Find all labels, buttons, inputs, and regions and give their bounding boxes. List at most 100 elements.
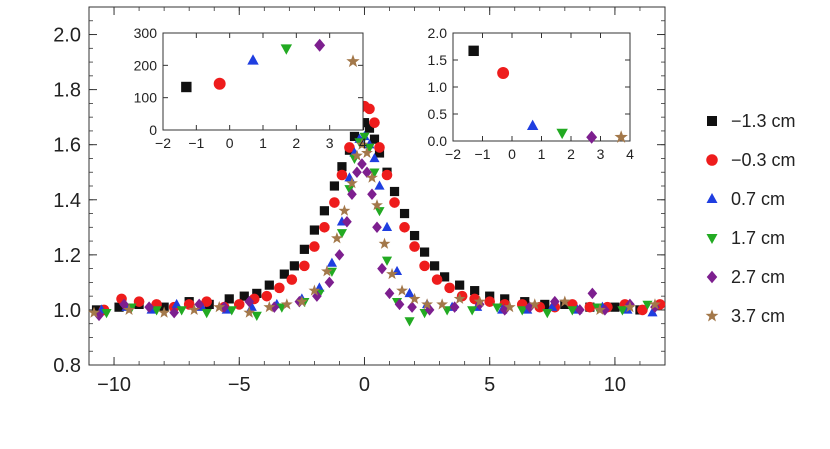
data-point: [188, 303, 201, 315]
data-point: [366, 171, 378, 183]
y-tick-label: 0.5: [428, 106, 448, 122]
data-point: [252, 288, 262, 298]
data-point: [194, 298, 205, 311]
data-point: [356, 138, 368, 150]
x-tick-label: 3: [597, 146, 605, 162]
data-point: [374, 207, 385, 217]
data-point: [357, 158, 367, 170]
data-point: [444, 282, 455, 294]
data-point: [344, 185, 355, 195]
data-point: [279, 269, 289, 279]
data-point: [409, 241, 420, 252]
data-point: [329, 197, 340, 208]
data-point: [201, 296, 212, 307]
data-point: [386, 267, 398, 280]
data-point: [349, 131, 360, 142]
legend: −1.3 cm −0.3 cm 0.7 cm 1.7 cm 2.7 cm 3.7 cm: [705, 111, 796, 326]
legend-marker: [706, 270, 718, 284]
data-point: [321, 265, 333, 277]
data-point: [351, 149, 363, 161]
x-tick-label: −1: [188, 135, 204, 151]
y-tick-label: 1.5: [428, 52, 448, 68]
data-point: [408, 292, 421, 304]
y-tick-label: 0: [149, 122, 157, 138]
data-point: [362, 166, 372, 178]
inset-counts-ticks: −2 −1 0 1 2 3 4 0.0 0.5 1.0 1.5 2.0: [428, 25, 635, 162]
data-point: [326, 257, 337, 267]
legend-label: −0.3 cm: [731, 150, 796, 170]
y-tick-label: 1.2: [53, 245, 81, 267]
y-tick-label: 200: [134, 57, 158, 73]
y-tick-label: 300: [134, 25, 158, 41]
x-tick-label: −1: [475, 146, 491, 162]
inset-sigma-frame: [162, 32, 364, 131]
inset-sigma-point: [247, 54, 259, 65]
series-3-7-cm: [88, 138, 661, 318]
legend-label: −1.3 cm: [731, 111, 796, 131]
data-point: [151, 306, 162, 316]
data-point: [394, 298, 405, 311]
inset-counts-frame: [452, 32, 631, 142]
data-point: [484, 296, 495, 307]
legend-item-m0-3-cm: −0.3 cm: [706, 150, 796, 170]
data-point: [308, 284, 321, 296]
data-point: [440, 272, 450, 282]
data-point: [347, 188, 357, 201]
data-point: [547, 301, 558, 311]
data-point: [419, 260, 430, 272]
data-point: [312, 290, 322, 302]
data-point: [424, 304, 435, 316]
data-point: [319, 222, 330, 233]
data-point: [500, 294, 510, 304]
data-point: [309, 225, 319, 235]
data-point: [404, 287, 415, 298]
data-point: [176, 306, 187, 316]
data-point: [337, 162, 347, 172]
data-point: [171, 298, 182, 309]
data-point: [329, 181, 340, 191]
inset-counts-point: [614, 130, 628, 143]
data-point: [342, 216, 352, 228]
data-point: [289, 261, 299, 271]
data-point: [324, 276, 335, 289]
data-point: [374, 142, 385, 153]
data-point: [449, 301, 460, 313]
data-point: [201, 308, 212, 319]
data-point: [334, 249, 345, 261]
data-point: [371, 199, 383, 211]
data-point: [158, 306, 171, 318]
data-point: [261, 290, 273, 302]
data-point: [560, 299, 570, 310]
data-point: [372, 221, 382, 234]
legend-item-3-7-cm: 3.7 cm: [705, 306, 785, 326]
data-point: [381, 221, 393, 231]
data-point: [431, 274, 443, 285]
legend-marker: [706, 154, 718, 166]
y-tick-label: 2.0: [428, 25, 448, 41]
data-point: [567, 306, 578, 316]
data-point: [453, 292, 466, 304]
legend-marker: [707, 116, 717, 126]
data-point: [528, 298, 541, 310]
data-point: [374, 180, 385, 190]
inset-sigma-ticks: −2 −1 0 1 2 3 4 0 100 200 300: [134, 25, 367, 151]
data-point: [404, 317, 415, 327]
data-point: [381, 256, 393, 266]
data-point: [584, 301, 596, 313]
data-point: [331, 232, 343, 244]
data-point: [524, 301, 535, 313]
data-point: [637, 304, 648, 316]
data-point: [430, 261, 440, 271]
data-point: [213, 300, 226, 313]
data-point: [649, 298, 661, 310]
data-point: [647, 307, 658, 317]
data-point: [344, 142, 355, 153]
data-point: [169, 306, 179, 319]
inset-counts-point: [556, 128, 568, 140]
data-point: [119, 298, 129, 311]
data-point: [540, 299, 550, 310]
inset-sigma-point: [346, 54, 360, 68]
data-point: [549, 295, 560, 308]
data-point: [295, 295, 308, 307]
